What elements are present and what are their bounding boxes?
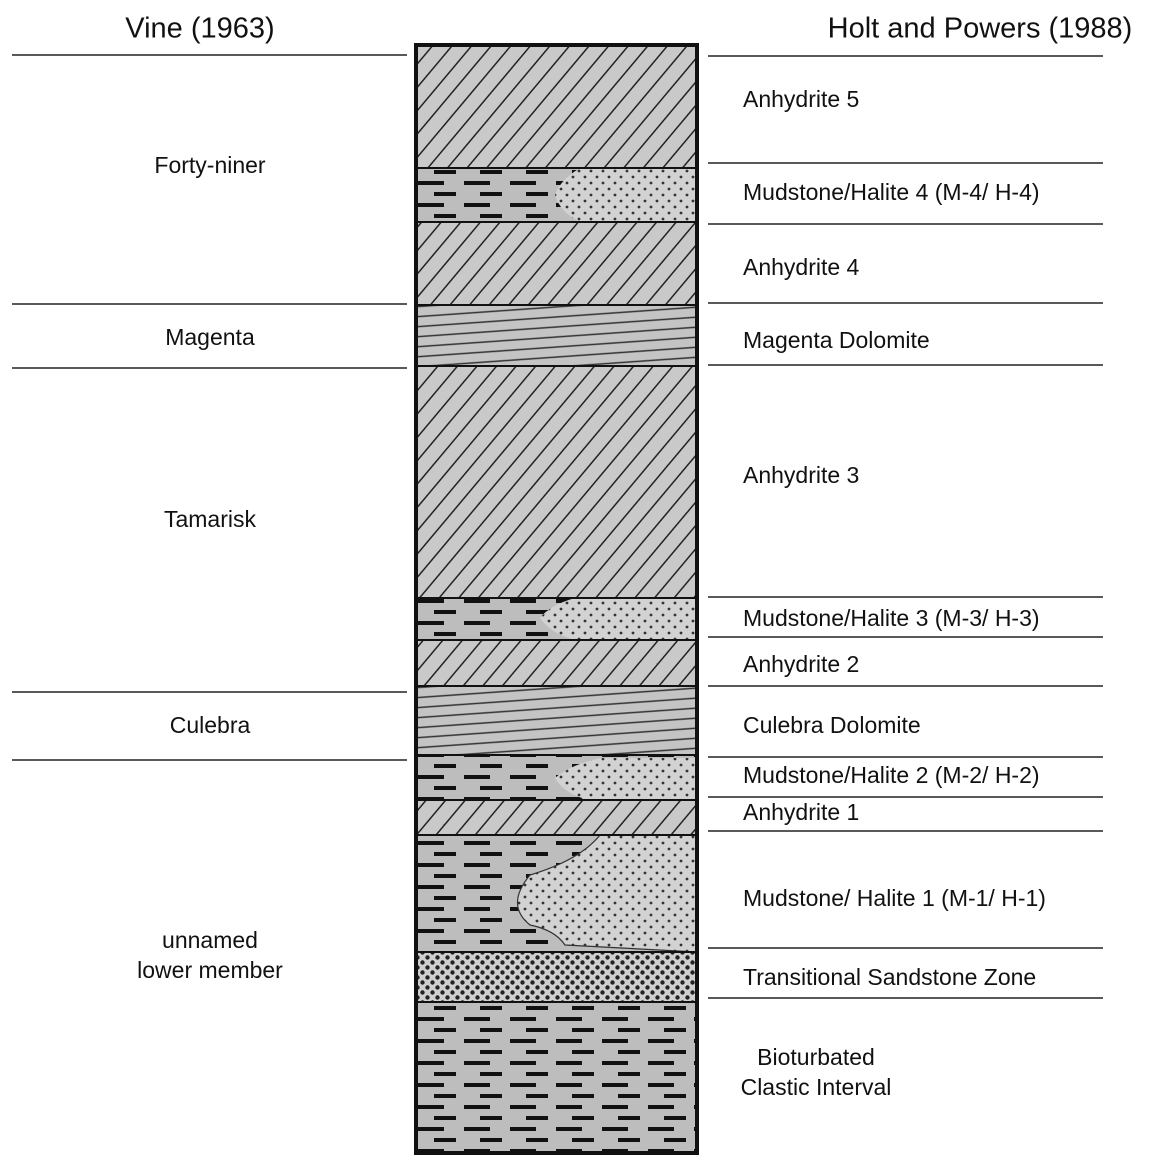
- right-unit: Mudstone/ Halite 1 (M-1/ H-1): [743, 885, 1046, 911]
- left-header: Vine (1963): [125, 13, 274, 45]
- right-unit: Culebra Dolomite: [743, 712, 921, 738]
- right-unit: Clastic Interval: [741, 1074, 892, 1100]
- right-unit: Anhydrite 4: [743, 254, 860, 280]
- right-unit: Bioturbated: [757, 1044, 875, 1070]
- left-rules: [12, 54, 407, 761]
- right-unit: Anhydrite 3: [743, 462, 859, 488]
- right-unit: Transitional Sandstone Zone: [743, 964, 1036, 990]
- right-unit: Anhydrite 5: [743, 86, 859, 112]
- left-unit: Magenta: [165, 324, 255, 350]
- right-header: Holt and Powers (1988): [828, 13, 1133, 45]
- left-unit: Tamarisk: [164, 506, 257, 532]
- right-unit: Mudstone/Halite 3 (M-3/ H-3): [743, 605, 1040, 631]
- right-unit: Magenta Dolomite: [743, 327, 930, 353]
- right-rules: [708, 55, 1103, 999]
- left-unit: lower member: [137, 957, 283, 983]
- right-unit: Mudstone/Halite 4 (M-4/ H-4): [743, 179, 1040, 205]
- column: [414, 43, 699, 1155]
- left-unit: Culebra: [170, 712, 251, 738]
- left-unit: Forty-niner: [154, 152, 266, 178]
- right-unit: Mudstone/Halite 2 (M-2/ H-2): [743, 762, 1040, 788]
- right-unit: Anhydrite 1: [743, 799, 859, 825]
- right-unit: Anhydrite 2: [743, 651, 859, 677]
- right-labels: Anhydrite 5 Mudstone/Halite 4 (M-4/ H-4)…: [741, 86, 1046, 1100]
- left-unit: unnamed: [162, 927, 258, 953]
